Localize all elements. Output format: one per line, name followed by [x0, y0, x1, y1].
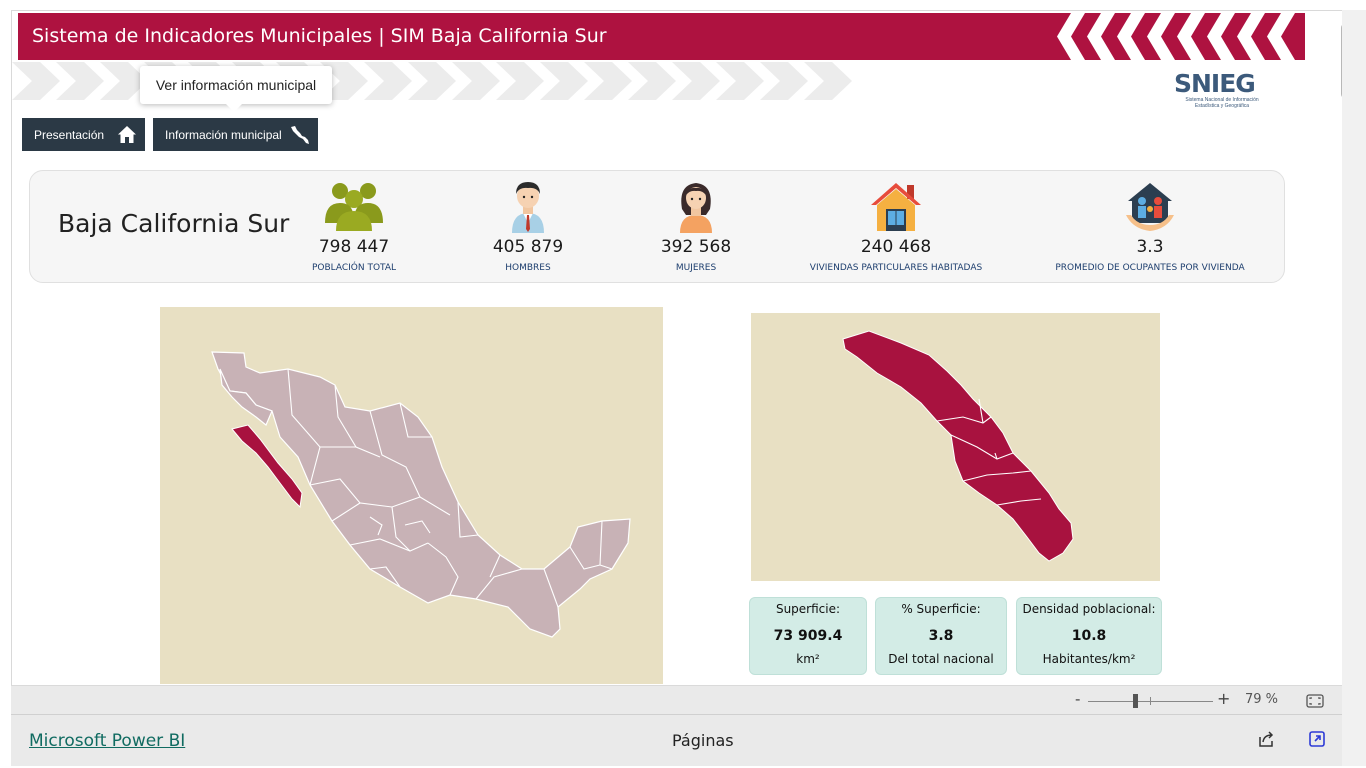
popout-icon[interactable]	[1308, 730, 1326, 748]
house-icon	[871, 183, 921, 231]
superficie-value: 73 909.4	[773, 628, 843, 644]
snieg-logo: SNIEG Sistema Nacional de Información Es…	[1174, 69, 1269, 111]
stat-label: PROMEDIO DE OCUPANTES POR VIVIENDA	[1055, 263, 1245, 273]
superficie-unit: km²	[796, 652, 820, 666]
bcs-map-shape	[842, 330, 1074, 562]
pct-superficie-title: % Superficie:	[901, 602, 981, 616]
logo-wordmark: SNIEG	[1174, 69, 1256, 98]
stats-card: Baja California Sur 798 447 POBLACIÓN TO…	[29, 170, 1285, 283]
mexico-map-shape	[211, 351, 631, 638]
stat-mujeres: 392 568 MUJERES	[656, 177, 736, 273]
stat-value: 392 568	[660, 237, 732, 257]
share-icon[interactable]	[1257, 730, 1275, 748]
family-home-icon	[1126, 183, 1174, 231]
tooltip: Ver información municipal	[140, 66, 332, 112]
people-group-icon	[325, 183, 383, 231]
densidad-unit: Habitantes/km²	[1042, 652, 1136, 666]
chevron-pattern-icon	[1057, 13, 1295, 60]
densidad-box: Densidad poblacional: 10.8 Habitantes/km…	[1016, 597, 1162, 675]
superficie-title: Superficie:	[775, 602, 841, 616]
page-scrollbar[interactable]	[1342, 10, 1366, 766]
informacion-municipal-button[interactable]: Información municipal	[153, 118, 318, 151]
stat-label: VIVIENDAS PARTICULARES HABITADAS	[809, 263, 983, 273]
pct-superficie-value: 3.8	[928, 628, 954, 644]
baja-california-sur-map[interactable]	[751, 313, 1160, 581]
page-title: Sistema de Indicadores Municipales | SIM…	[32, 25, 607, 47]
power-bi-link[interactable]: Microsoft Power BI	[29, 731, 186, 751]
stat-hombres: 405 879 HOMBRES	[488, 177, 568, 273]
mexico-map[interactable]	[160, 307, 663, 684]
stat-value: 798 447	[318, 237, 390, 257]
presentacion-button[interactable]: Presentación	[22, 118, 145, 151]
informacion-municipal-label: Información municipal	[165, 127, 282, 142]
stat-label: MUJERES	[675, 263, 717, 273]
densidad-value: 10.8	[1071, 628, 1107, 644]
fit-to-page-icon[interactable]	[1306, 694, 1324, 708]
zoom-in-button[interactable]: +	[1217, 689, 1231, 708]
pages-button[interactable]: Páginas	[672, 731, 734, 750]
superficie-box: Superficie: 73 909.4 km²	[749, 597, 867, 675]
report-canvas: Sistema de Indicadores Municipales | SIM…	[11, 10, 1342, 685]
zoom-out-button[interactable]: -	[1075, 690, 1081, 708]
chevron-strip-icon	[12, 62, 852, 100]
logo-subtitle: Sistema Nacional de Información Estadíst…	[1185, 97, 1259, 109]
stat-value: 240 468	[860, 237, 932, 257]
footer-bar: Microsoft Power BI Páginas	[11, 714, 1342, 766]
zoom-level: 79 %	[1245, 692, 1279, 707]
zoom-slider-thumb[interactable]	[1133, 694, 1138, 708]
stat-value: 405 879	[492, 237, 564, 257]
woman-icon	[680, 183, 712, 233]
man-icon	[512, 182, 544, 233]
stat-value: 3.3	[1136, 237, 1164, 257]
stat-label: HOMBRES	[505, 263, 551, 273]
stat-poblacion-total: 798 447 POBLACIÓN TOTAL	[302, 177, 406, 273]
pct-superficie-box: % Superficie: 3.8 Del total nacional	[875, 597, 1007, 675]
zoom-slider-tick	[1150, 697, 1151, 705]
home-icon	[118, 126, 136, 143]
stat-promedio-ocupantes: 3.3 PROMEDIO DE OCUPANTES POR VIVIENDA	[1052, 177, 1248, 273]
header-banner: Sistema de Indicadores Municipales | SIM…	[18, 13, 1305, 60]
scrollbar-thumb[interactable]	[1341, 23, 1342, 99]
stat-viviendas: 240 468 VIVIENDAS PARTICULARES HABITADAS	[806, 177, 986, 273]
stat-label: POBLACIÓN TOTAL	[311, 263, 397, 273]
zoom-bar: - + 79 %	[11, 685, 1342, 714]
densidad-title: Densidad poblacional:	[1022, 602, 1156, 616]
state-name: Baja California Sur	[58, 209, 290, 238]
pct-superficie-unit: Del total nacional	[888, 652, 994, 666]
baja-california-icon	[291, 126, 309, 144]
presentacion-label: Presentación	[34, 127, 105, 142]
